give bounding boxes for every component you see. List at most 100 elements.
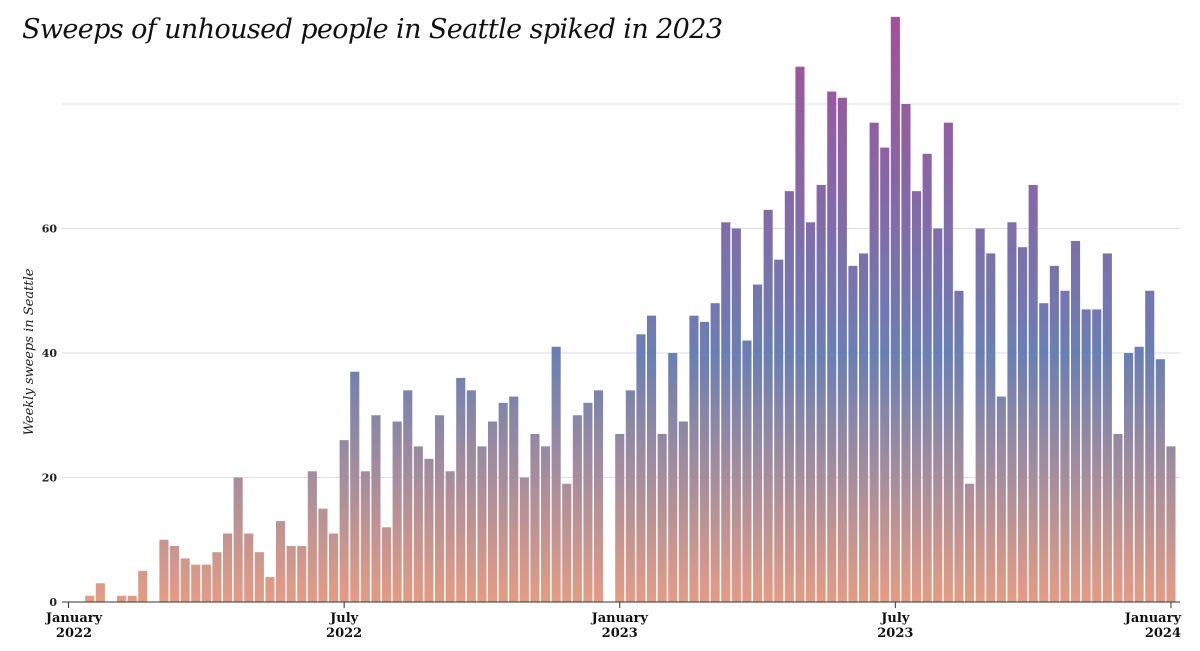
bar (498, 402, 508, 602)
bar (297, 545, 307, 602)
bar (859, 253, 869, 602)
y-axis-label: Weekly sweeps in Seattle (22, 268, 37, 435)
bar (731, 228, 741, 602)
bar (562, 483, 572, 602)
bar (212, 552, 222, 602)
bar (254, 552, 264, 602)
bar (180, 558, 190, 602)
y-axis-ticks: 0 20 40 60 (42, 223, 58, 610)
x-tick-label-year: 2022 (56, 626, 92, 641)
bar (1134, 346, 1144, 602)
bar (445, 471, 455, 602)
bar (880, 147, 890, 602)
bar (466, 390, 476, 602)
bar (1039, 303, 1049, 602)
bar (837, 97, 847, 602)
bar (933, 228, 943, 602)
bar (572, 415, 582, 602)
bar (996, 396, 1006, 602)
bar (159, 539, 169, 602)
bar (1028, 184, 1038, 602)
bars (85, 16, 1176, 603)
bar (594, 390, 604, 602)
bar (403, 390, 413, 602)
x-tick-label-year: 2023 (602, 626, 638, 641)
bar (636, 334, 646, 602)
bar (1007, 222, 1017, 602)
x-tick-label-month: January (1124, 611, 1182, 626)
bar (763, 209, 773, 602)
bar (541, 446, 551, 603)
bar (329, 533, 339, 602)
bar (244, 533, 254, 602)
x-tick-label-month: July (880, 611, 910, 626)
bar (869, 122, 879, 603)
x-tick-label-year: 2024 (1145, 626, 1181, 641)
bar (1018, 247, 1028, 602)
bar (806, 222, 816, 602)
bar (795, 66, 805, 602)
bar (170, 545, 180, 602)
bar (488, 421, 498, 602)
bar (848, 265, 858, 602)
bar (901, 104, 911, 602)
bar (477, 446, 487, 603)
bar (456, 377, 466, 602)
bar (413, 446, 423, 603)
bar (689, 315, 699, 602)
bar (742, 340, 752, 602)
bar (85, 595, 95, 602)
bar (625, 390, 635, 602)
bar (1102, 253, 1112, 602)
bar (424, 458, 434, 602)
bar (912, 191, 922, 602)
bar (382, 527, 392, 602)
bar (678, 421, 688, 602)
bar (339, 440, 349, 602)
x-tick-label-month: January (45, 611, 103, 626)
bar (530, 433, 540, 602)
bar (986, 253, 996, 602)
bar (435, 415, 445, 602)
bar (392, 421, 402, 602)
bar (201, 564, 211, 602)
bar (350, 371, 360, 602)
y-tick-label: 20 (42, 472, 58, 485)
bar (774, 259, 784, 603)
bar (657, 433, 667, 602)
bar (509, 396, 519, 602)
bar (954, 290, 964, 602)
bar (583, 402, 593, 602)
bar (307, 471, 317, 602)
y-tick-label: 40 (42, 347, 58, 360)
bar (710, 303, 720, 602)
x-axis-ticks: January2022July2022January2023July2023Ja… (45, 602, 1182, 641)
bar (1113, 433, 1123, 602)
bar (1166, 446, 1176, 603)
bar (138, 570, 148, 603)
bar (1145, 290, 1155, 602)
x-tick-label-month: January (591, 611, 649, 626)
bar (1049, 265, 1059, 602)
bar (360, 471, 370, 602)
bar (95, 583, 105, 602)
bar (965, 483, 975, 602)
bar (551, 346, 561, 602)
bar (943, 122, 953, 603)
bar (816, 184, 826, 602)
bar (784, 191, 794, 602)
bar (127, 595, 137, 602)
bar (615, 433, 625, 602)
bar (1124, 353, 1134, 602)
bar (647, 315, 657, 602)
bar (1092, 309, 1102, 602)
bar (890, 16, 900, 603)
bar (318, 508, 328, 603)
bar (371, 415, 381, 602)
chart-title: Sweeps of unhoused people in Seattle spi… (22, 14, 723, 45)
bar (1071, 240, 1081, 602)
bar (191, 564, 201, 602)
bar (700, 321, 710, 603)
y-tick-label: 0 (49, 596, 57, 609)
